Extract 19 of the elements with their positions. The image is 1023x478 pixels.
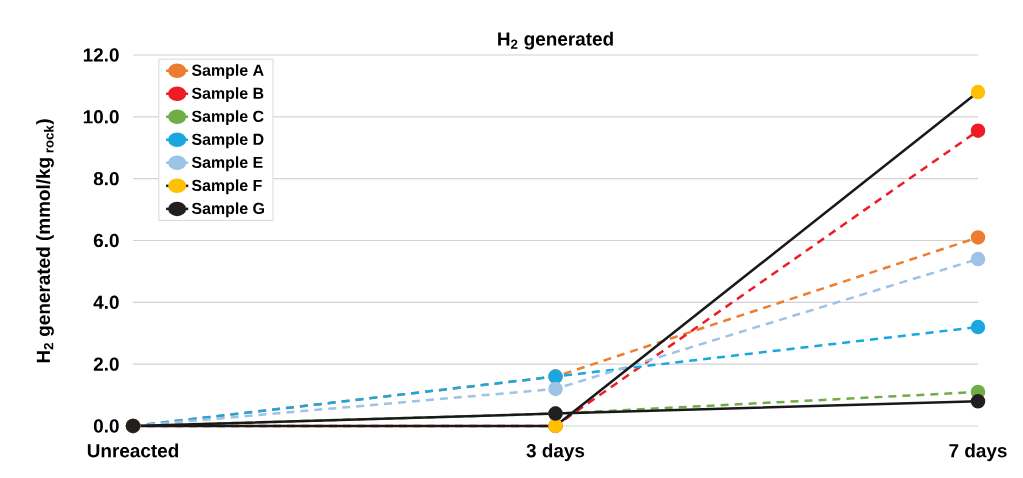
y-tick-label: 0.0 bbox=[93, 419, 119, 433]
y-tick-label: 12.0 bbox=[83, 48, 119, 62]
y-tick-label: 10.0 bbox=[83, 110, 119, 124]
x-tick-label: 7 days bbox=[949, 443, 1007, 462]
legend-label: Sample E bbox=[191, 156, 263, 172]
legend-label: Sample G bbox=[191, 202, 264, 218]
legend-label: Sample F bbox=[191, 179, 262, 195]
x-tick-label: 3 days bbox=[526, 443, 585, 462]
legend-label: Sample B bbox=[191, 87, 264, 103]
y-tick-label: 2.0 bbox=[93, 357, 119, 371]
y-tick-label: 6.0 bbox=[93, 233, 119, 248]
chart-title: H$_{2}$ generated bbox=[498, 31, 613, 50]
y-tick-label: 4.0 bbox=[93, 295, 119, 310]
y-axis-title: H$_{2}$ generated (mmol/kg $_{rock}$) bbox=[36, 119, 54, 363]
x-tick-label: Unreacted bbox=[87, 443, 179, 458]
y-tick-label: 8.0 bbox=[93, 171, 119, 186]
legend-label: Sample C bbox=[191, 110, 264, 126]
legend-label: Sample D bbox=[191, 133, 264, 149]
legend-label: Sample A bbox=[191, 64, 264, 80]
